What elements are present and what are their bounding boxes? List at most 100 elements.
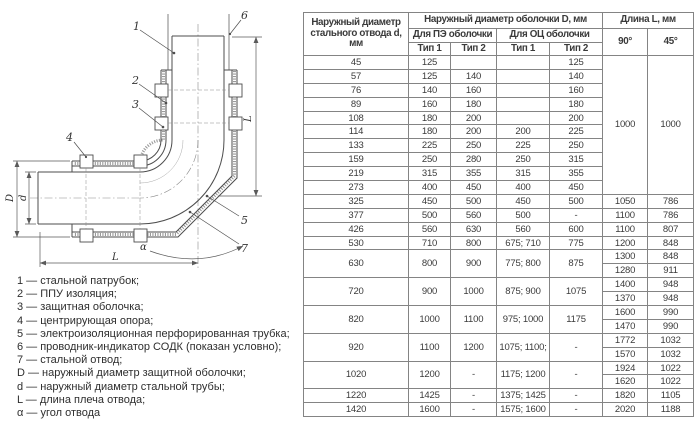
construction-arc: [139, 139, 184, 184]
table-cell: 1075: [548, 277, 604, 307]
table-cell: [450, 55, 497, 70]
legend-item: 5 — электроизоляционная перфорированная …: [17, 327, 290, 340]
table-cell: 600: [548, 221, 604, 237]
table-cell: 355: [450, 166, 497, 182]
table-cell: 1570: [602, 346, 649, 362]
table-row: 1420 1600-1575; 1600-2020 1188: [303, 402, 695, 418]
table-cell: 848: [647, 249, 695, 265]
table-cell: 710: [408, 235, 451, 251]
table-row: 159 250 280 250 315: [303, 152, 694, 168]
table-cell: 250: [408, 152, 451, 168]
table-cell: 1620: [602, 374, 649, 390]
table-cell: 1000: [647, 55, 695, 195]
table-cell: 775; 800: [496, 249, 550, 279]
table-cell: 200: [450, 110, 497, 126]
table-cell: 315: [496, 166, 550, 182]
centering-supports: [79, 83, 243, 243]
table-cell: 160: [548, 82, 604, 98]
dim-label-D: D: [5, 194, 16, 203]
callout-leaders: [73, 19, 242, 245]
table-cell: 1050: [602, 193, 649, 209]
dim-D: [13, 160, 70, 238]
table-cell: 1105: [647, 388, 695, 404]
table-cell: 200: [496, 124, 550, 140]
support-section-lines: [85, 89, 229, 229]
table-cell: 280: [450, 152, 497, 168]
table-cell: 355: [548, 166, 604, 182]
table-cell: 1022: [647, 374, 695, 390]
spec-table-container: Наружный диаметр стального отвода d, мм …: [303, 12, 695, 418]
dim-L-right: [218, 36, 262, 197]
table-cell: 225: [548, 124, 604, 140]
table-cell: 180: [450, 96, 497, 112]
table-cell: -: [548, 388, 604, 404]
table-cell: 400: [408, 180, 451, 195]
table-cell: 1175: [548, 305, 604, 334]
table-row: 57 125 140 140: [303, 68, 694, 84]
header-pe-type1: Тип 1: [408, 42, 451, 56]
table-cell: 1100: [602, 221, 649, 237]
table-cell: -: [548, 360, 604, 390]
legend: 1 — стальной патрубок; 2 — ППУ изоляция; 3…: [17, 275, 290, 420]
table-cell: 1200: [602, 235, 649, 251]
legend-item: 2 — ППУ изоляция;: [17, 288, 117, 301]
table-cell: 315: [408, 166, 451, 182]
table-cell: 1100: [450, 305, 497, 334]
table-cell: 160: [450, 82, 497, 98]
table-cell: 250: [450, 138, 497, 154]
table-cell: 948: [647, 291, 695, 307]
sodk-wires: [167, 14, 230, 70]
table-cell: 225: [496, 138, 550, 154]
table-cell: 1220: [303, 388, 409, 404]
table-cell: 900: [450, 249, 497, 279]
table-cell: 200: [548, 110, 604, 126]
table-cell: 1188: [647, 402, 695, 418]
table-cell: 1300: [602, 249, 649, 265]
header-oc-casing: Для ОЦ оболочки: [495, 28, 604, 43]
table-cell: 450: [496, 193, 550, 209]
table-cell: 140: [548, 68, 604, 84]
dim-label-d: d: [18, 195, 29, 201]
table-cell: 630: [303, 249, 409, 279]
table-row: 45 125 125 1000 1000: [303, 55, 695, 195]
table-cell: 2020: [602, 402, 649, 418]
table-cell: 990: [647, 318, 695, 334]
table-cell: [496, 110, 550, 126]
table-row: 325 450 500 450 500 1050 786: [303, 193, 695, 209]
legend-item: 3 — защитная оболочка;: [17, 301, 144, 314]
table-cell: [496, 55, 550, 70]
table-cell: 1772: [602, 332, 649, 348]
table-cell: 1425: [408, 388, 451, 404]
table-cell: 450: [408, 193, 451, 209]
header-oc-type2: Тип 2: [548, 42, 604, 56]
table-cell: [496, 68, 550, 84]
table-cell: 786: [647, 207, 695, 223]
table-cell: 530: [303, 235, 409, 251]
dim-d: [25, 171, 36, 225]
table-cell: 1100: [602, 207, 649, 223]
table-cell: 1575; 1600: [496, 402, 550, 418]
table-cell: 911: [647, 263, 695, 279]
elbow-dimensions-table: Наружный диаметр стального отвода d, мм …: [303, 12, 695, 418]
table-cell: 1022: [647, 360, 695, 376]
header-pe-type2: Тип 2: [450, 42, 497, 56]
callout-2: 2: [131, 74, 139, 87]
table-cell: 775: [548, 235, 604, 251]
dim-label-L-bottom: L: [111, 252, 119, 263]
table-cell: 45: [303, 55, 409, 70]
table-row: 1280 911: [304, 263, 695, 279]
table-cell: 426: [303, 221, 409, 237]
callout-5: 5: [241, 214, 248, 227]
table-cell: 1175; 1200: [496, 360, 550, 390]
legend-item: 4 — центрирующая опора;: [17, 314, 154, 327]
table-cell: 225: [408, 138, 451, 154]
table-row: 920 1100 1200 1075; 1100; -1772 1032: [303, 332, 695, 362]
header-pe-casing: Для ПЭ оболочки: [408, 28, 497, 43]
table-cell: 948: [647, 277, 695, 293]
table-cell: 1000: [408, 305, 451, 334]
dim-L-bottom: [39, 232, 199, 267]
table-cell: 76: [303, 82, 409, 98]
table-cell: 140: [450, 68, 497, 84]
table-cell: -: [548, 332, 604, 362]
